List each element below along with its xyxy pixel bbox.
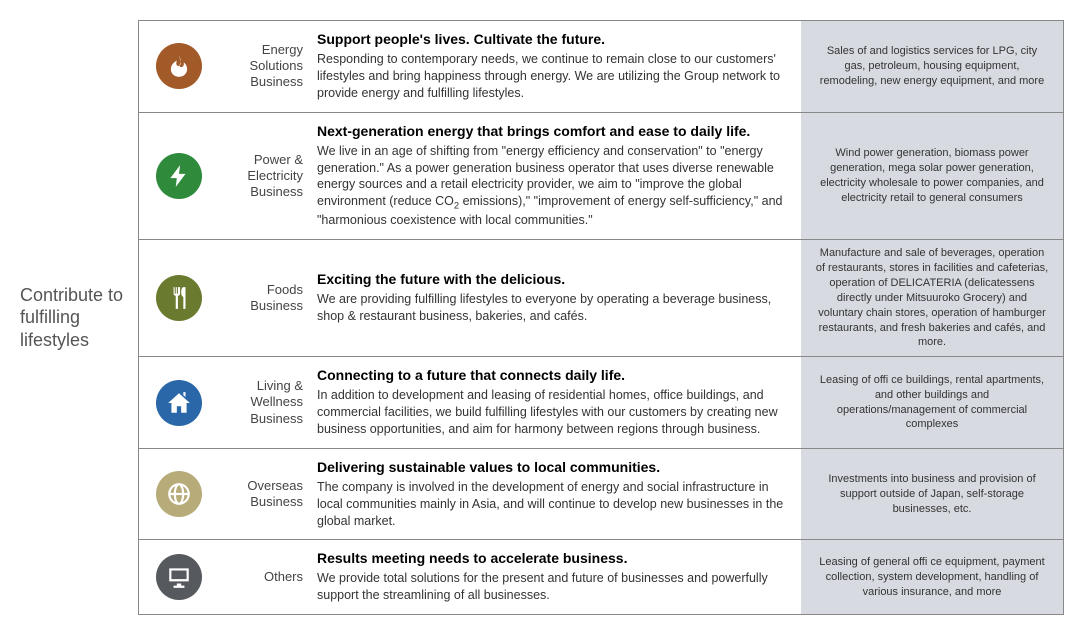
segment-services: Sales of and logistics services for LPG,… [801,21,1063,112]
segments-grid: Energy Solutions Business Support people… [138,20,1064,615]
segment-tagline: Next-generation energy that brings comfo… [317,123,787,139]
monitor-icon [156,554,202,600]
segment-desc: The company is involved in the developme… [317,479,787,530]
fork-knife-icon [156,275,202,321]
business-segments-table: Contribute to fulfilling lifestyles Ener… [20,20,1064,615]
segment-desc: Responding to contemporary needs, we con… [317,51,787,102]
segment-name: Foods Business [219,240,311,356]
segment-tagline: Connecting to a future that connects dai… [317,367,787,383]
segment-name: Power & Electricity Business [219,113,311,240]
segment-row: Others Results meeting needs to accelera… [139,540,1063,614]
segment-row: Power & Electricity Business Next-genera… [139,113,1063,241]
segment-row: Foods Business Exciting the future with … [139,240,1063,357]
segment-services: Manufacture and sale of beverages, opera… [801,240,1063,356]
segment-services: Investments into business and provision … [801,449,1063,540]
segment-icon-cell [139,21,219,112]
segment-tagline: Delivering sustainable values to local c… [317,459,787,475]
segment-desc: We live in an age of shifting from "ener… [317,143,787,230]
segment-icon-cell [139,113,219,240]
segment-row: Energy Solutions Business Support people… [139,21,1063,113]
mission-label: Contribute to fulfilling lifestyles [20,20,138,615]
segment-name: Living & Wellness Business [219,357,311,448]
segment-name: Energy Solutions Business [219,21,311,112]
segment-services: Wind power generation, biomass power gen… [801,113,1063,240]
segment-body: Results meeting needs to accelerate busi… [311,540,801,614]
segment-body: Connecting to a future that connects dai… [311,357,801,448]
segment-name: Overseas Business [219,449,311,540]
globe-icon [156,471,202,517]
segment-name: Others [219,540,311,614]
segment-desc: We provide total solutions for the prese… [317,570,787,604]
segment-tagline: Results meeting needs to accelerate busi… [317,550,787,566]
segment-icon-cell [139,540,219,614]
segment-icon-cell [139,240,219,356]
segment-desc: In addition to development and leasing o… [317,387,787,438]
segment-icon-cell [139,357,219,448]
segment-desc: We are providing fulfilling lifestyles t… [317,291,787,325]
segment-services: Leasing of offi ce buildings, rental apa… [801,357,1063,448]
segment-services: Leasing of general offi ce equipment, pa… [801,540,1063,614]
segment-row: Overseas Business Delivering sustainable… [139,449,1063,541]
flame-icon [156,43,202,89]
segment-tagline: Support people's lives. Cultivate the fu… [317,31,787,47]
segment-body: Support people's lives. Cultivate the fu… [311,21,801,112]
segment-row: Living & Wellness Business Connecting to… [139,357,1063,449]
segment-icon-cell [139,449,219,540]
bolt-icon [156,153,202,199]
segment-body: Next-generation energy that brings comfo… [311,113,801,240]
home-icon [156,380,202,426]
segment-tagline: Exciting the future with the delicious. [317,271,787,287]
segment-body: Exciting the future with the delicious. … [311,240,801,356]
segment-body: Delivering sustainable values to local c… [311,449,801,540]
